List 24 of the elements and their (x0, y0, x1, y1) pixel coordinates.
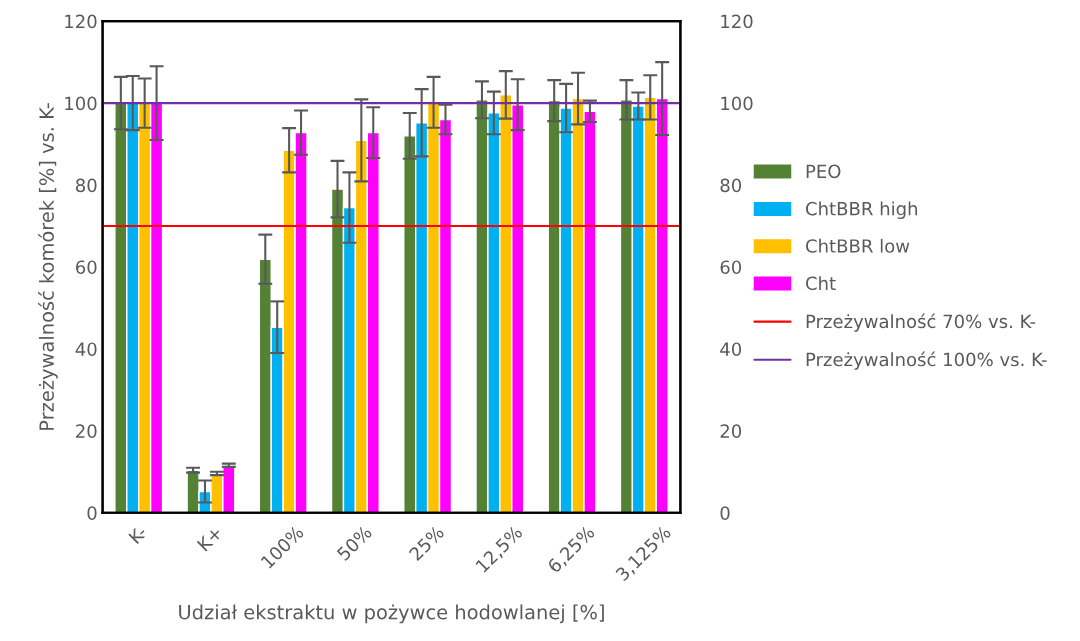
legend-label: Przeżywalność 70% vs. K- (806, 313, 1036, 332)
y2-tick-label: 40 (720, 342, 742, 357)
y2-tick-label: 60 (720, 260, 742, 275)
y2-tick-label: 80 (720, 178, 742, 193)
y2-tick-label: 120 (721, 14, 753, 29)
x-tick-label: K- (128, 524, 148, 544)
y-tick-label: 100 (65, 96, 97, 111)
y2-tick-label: 100 (721, 96, 753, 111)
y-tick-label: 80 (75, 178, 97, 193)
y-tick-label: 120 (65, 14, 97, 29)
y2-tick-label: 0 (720, 506, 730, 520)
legend-label: PEO (806, 164, 841, 179)
x-axis-title: Udział ekstraktu w pożywce hodowlanej [%] (179, 604, 604, 624)
legend-label: ChtBBR high (806, 201, 918, 219)
y-tick-label: 0 (87, 506, 97, 520)
y-tick-label: 20 (76, 424, 97, 438)
x-tick-label: K+ (196, 525, 223, 552)
legend-label: Przeżywalność 100% vs. K- (806, 351, 1047, 370)
y-tick-label: 40 (75, 342, 97, 357)
legend-label: Cht (806, 276, 836, 291)
y2-tick-label: 20 (720, 424, 742, 438)
y-tick-label: 60 (76, 260, 97, 275)
y-axis-title: Przeżywalność komórek [%] vs. K- (38, 103, 58, 430)
legend-label: ChtBBR low (806, 238, 910, 253)
